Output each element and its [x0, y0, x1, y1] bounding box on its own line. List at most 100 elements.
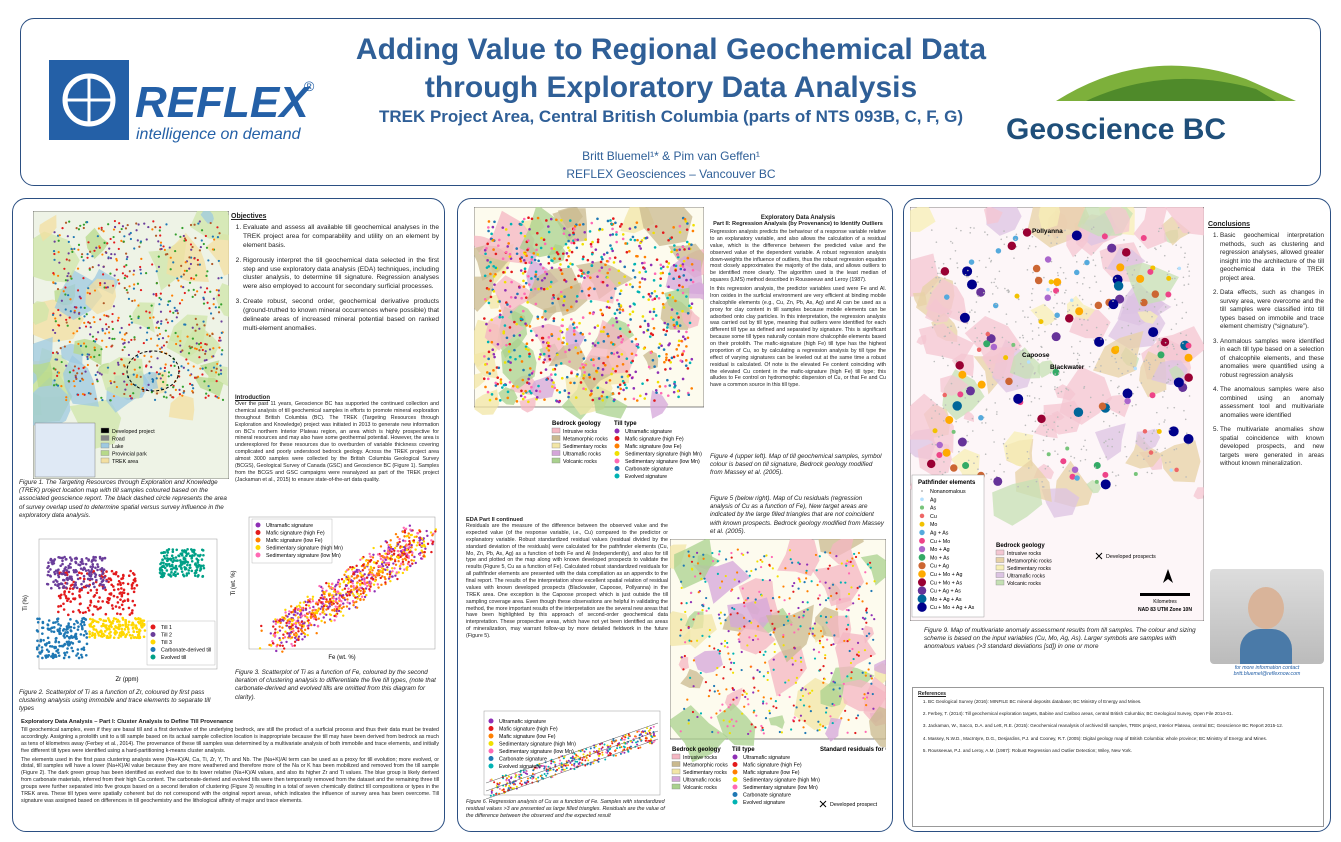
sample-point: [57, 371, 61, 374]
sample-point: [682, 274, 686, 277]
axis-label: Zr (ppm): [116, 677, 139, 683]
sample-point: [552, 381, 555, 384]
geology-unit: [206, 233, 229, 276]
title-line: Adding Value to Regional Geochemical Dat…: [355, 33, 987, 66]
sample-point: [516, 292, 519, 296]
scatter-point: [102, 568, 106, 572]
scatter-point: [331, 582, 334, 585]
scatter-point: [386, 572, 389, 576]
scatter-point: [398, 540, 401, 544]
scatter-point: [101, 622, 105, 626]
sample-point: [766, 678, 769, 682]
list-item: Evaluate and assess all available till g…: [243, 224, 439, 251]
scatter-point: [291, 610, 294, 614]
scatter-point: [384, 552, 387, 555]
scatter-point: [190, 569, 194, 573]
sample-point: [641, 382, 644, 385]
scatter-point: [420, 544, 424, 548]
sample-point: [610, 247, 614, 251]
sample-point: [708, 689, 711, 692]
sample-point: [942, 262, 945, 265]
scatter-point: [118, 631, 122, 635]
scatter-point: [45, 648, 49, 652]
sample-point: [590, 392, 593, 396]
sample-point: [534, 275, 537, 278]
sample-point: [763, 555, 766, 558]
sample-point: [54, 331, 57, 335]
scatter-point: [77, 625, 80, 628]
sample-point: [490, 232, 493, 236]
geology-unit: [200, 211, 214, 224]
sample-point: [521, 397, 525, 401]
sample-point: [190, 248, 193, 251]
sample-point: [559, 290, 563, 294]
sample-point: [756, 560, 759, 563]
scatter-point: [418, 539, 421, 542]
sample-point: [829, 594, 833, 598]
scatter-point: [577, 755, 580, 758]
sample-point: [677, 395, 680, 399]
scatter-point: [620, 746, 623, 749]
sample-point: [536, 231, 539, 235]
sample-point: [1094, 301, 1103, 310]
scatter-point: [118, 592, 122, 595]
sample-point: [547, 255, 551, 259]
sample-point: [111, 312, 114, 316]
sample-point: [782, 633, 785, 637]
sample-point: [846, 675, 849, 678]
sample-point: [608, 306, 611, 309]
geology-unit: [1125, 433, 1163, 469]
scatter-point: [624, 742, 627, 745]
sample-point: [143, 354, 146, 357]
scatter-point: [573, 752, 576, 755]
scatter-point: [97, 600, 100, 603]
scatter-point: [294, 607, 297, 610]
scatter-point: [87, 609, 91, 612]
scatter-point: [76, 648, 80, 651]
scatter-point: [82, 616, 86, 620]
legend-swatch: [488, 756, 494, 761]
sample-point: [191, 245, 194, 249]
legend-swatch: [732, 777, 738, 782]
scatter-point: [361, 563, 365, 567]
sample-point: [569, 262, 572, 265]
sample-point: [819, 723, 822, 726]
sample-point: [1038, 334, 1040, 336]
sample-point: [582, 222, 585, 226]
sample-point: [692, 685, 695, 688]
scatter-point: [650, 735, 653, 738]
sample-point: [162, 395, 166, 398]
sample-point: [1176, 353, 1178, 356]
scatter-point: [370, 577, 373, 580]
scatter-point: [274, 628, 277, 631]
sample-point: [107, 223, 110, 226]
scatter-point: [166, 551, 170, 554]
scatter-point: [101, 587, 105, 590]
scatter-point: [587, 759, 590, 762]
scatter-point: [348, 593, 351, 597]
sample-point: [824, 657, 827, 660]
sample-point: [1056, 386, 1059, 389]
sample-point: [87, 241, 90, 244]
sample-point: [664, 385, 667, 388]
sample-point: [483, 317, 486, 320]
sample-point: [741, 693, 744, 696]
legend-label: Sedimentary signature (high Mn): [266, 546, 343, 552]
sample-point: [1146, 447, 1148, 450]
sample-point: [1152, 339, 1155, 342]
sample-point: [539, 371, 543, 375]
geology-unit: [716, 703, 756, 746]
scatter-point: [343, 598, 347, 601]
scatter-point: [49, 558, 52, 562]
sample-point: [180, 285, 183, 288]
scatter-point: [72, 622, 76, 626]
scatter-point: [54, 578, 58, 582]
scatter-point: [579, 750, 582, 753]
sample-point: [549, 217, 553, 221]
sample-point: [484, 385, 487, 389]
sample-point: [688, 639, 691, 642]
sample-point: [542, 361, 545, 364]
scatter-point: [91, 563, 95, 566]
sample-point: [167, 371, 171, 374]
scatter-point: [122, 588, 126, 592]
